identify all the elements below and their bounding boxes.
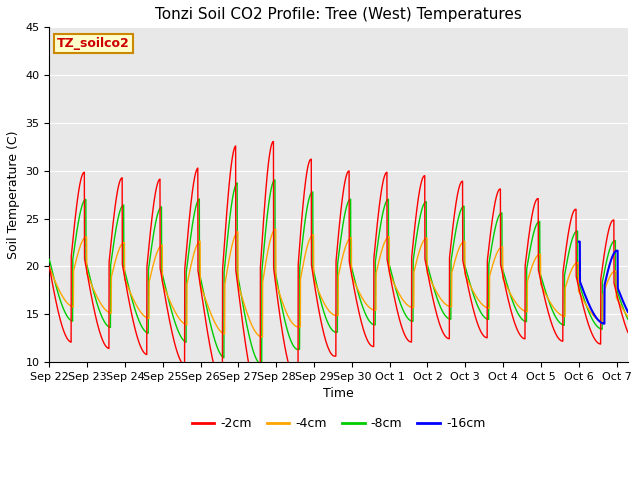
Legend: -2cm, -4cm, -8cm, -16cm: -2cm, -4cm, -8cm, -16cm (187, 412, 491, 435)
Y-axis label: Soil Temperature (C): Soil Temperature (C) (7, 131, 20, 259)
Title: Tonzi Soil CO2 Profile: Tree (West) Temperatures: Tonzi Soil CO2 Profile: Tree (West) Temp… (155, 7, 522, 22)
Text: TZ_soilco2: TZ_soilco2 (57, 37, 130, 50)
X-axis label: Time: Time (323, 387, 354, 400)
